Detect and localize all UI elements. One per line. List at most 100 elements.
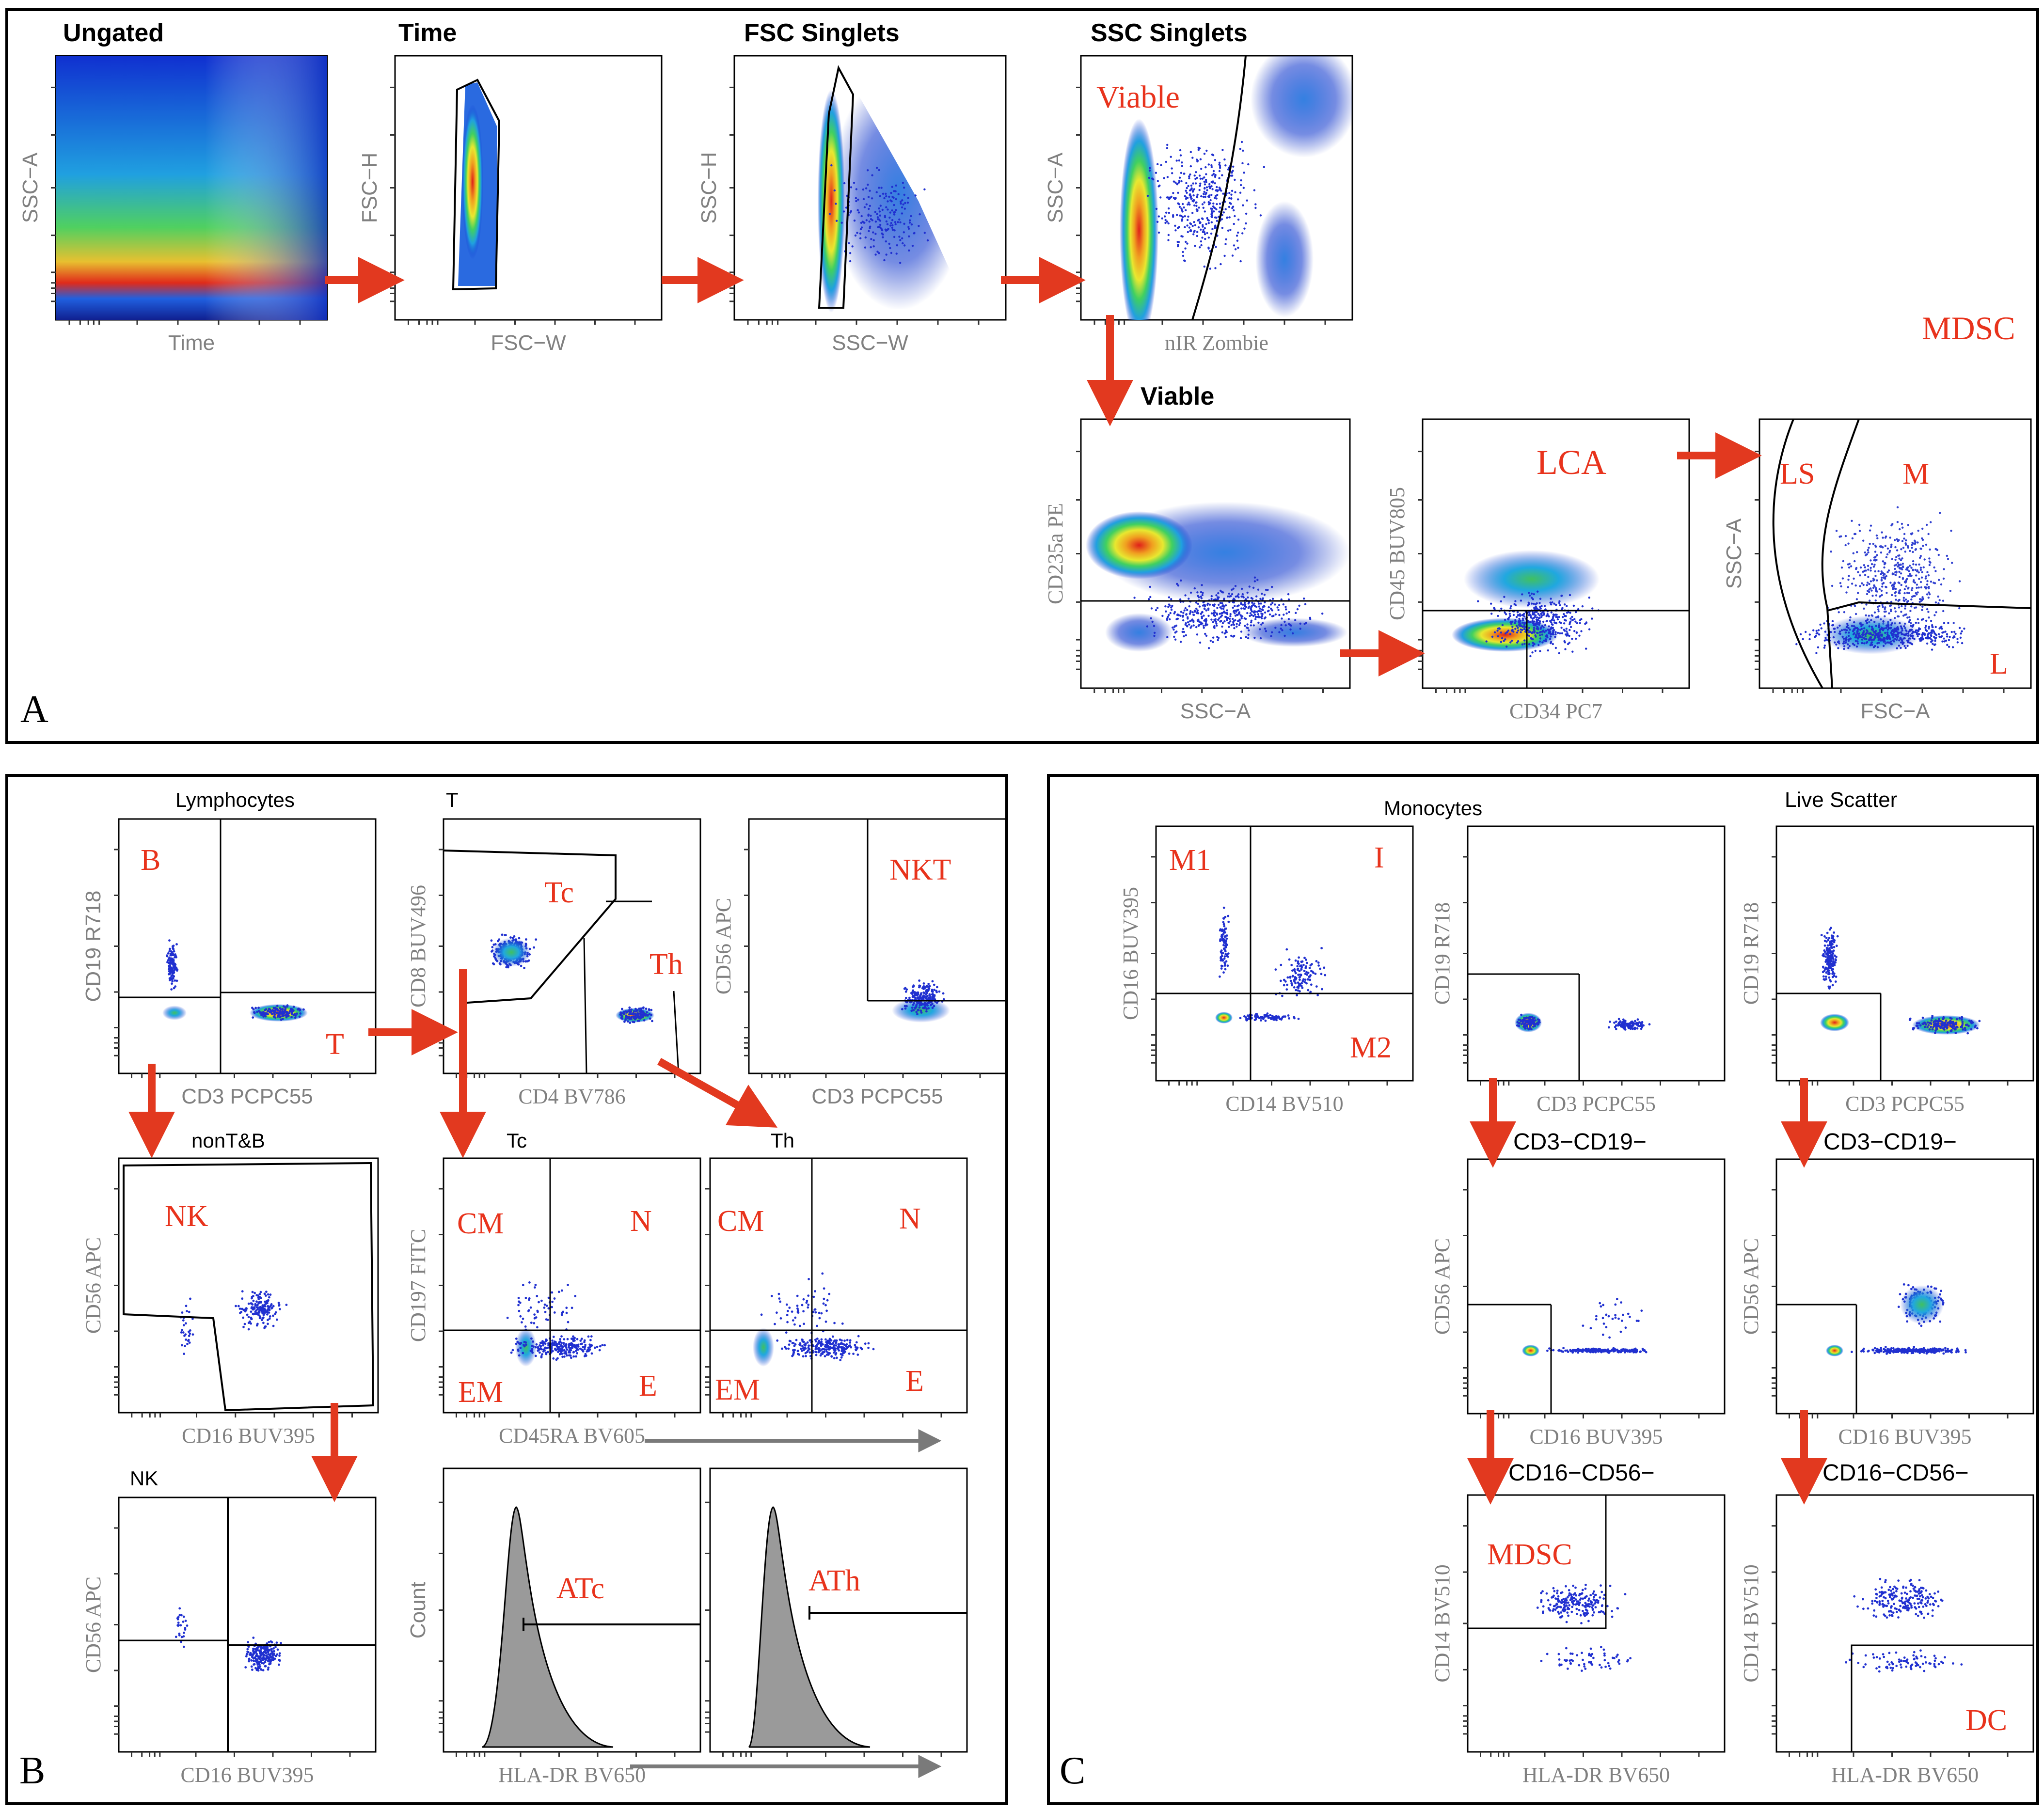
event-dot (1181, 210, 1184, 213)
event-dot (1185, 634, 1187, 637)
event-dot (1285, 608, 1287, 611)
event-dot (863, 221, 866, 224)
event-dot (1843, 629, 1845, 631)
event-dot (1894, 607, 1896, 610)
event-dot (1249, 612, 1252, 614)
event-dot (1252, 614, 1255, 617)
event-dot (638, 1010, 641, 1013)
event-dot (1247, 163, 1250, 166)
event-dot (1180, 215, 1183, 218)
event-dot (891, 219, 894, 221)
event-dot (560, 1313, 563, 1316)
event-dot (1533, 602, 1535, 605)
event-dot (1188, 175, 1190, 178)
plot-area (1772, 419, 2031, 688)
event-dot (1224, 968, 1227, 971)
event-dot (1533, 629, 1535, 631)
event-dot (267, 1666, 270, 1669)
event-dot (589, 1339, 592, 1341)
event-dot (649, 1017, 651, 1020)
event-dot (1915, 606, 1917, 609)
event-dot (1262, 609, 1264, 612)
event-dot (848, 1352, 851, 1355)
event-dot (1876, 642, 1879, 645)
event-dot (565, 1346, 568, 1349)
event-dot (260, 1014, 263, 1017)
event-dot (849, 252, 852, 254)
event-dot (854, 1346, 857, 1349)
event-dot (1532, 638, 1534, 641)
event-dot (839, 1339, 841, 1341)
event-dot (1264, 628, 1267, 630)
event-dot (1168, 207, 1170, 210)
event-dot (1217, 639, 1219, 642)
event-dot (1573, 618, 1576, 620)
event-dot (1182, 619, 1185, 622)
event-dot (1857, 592, 1859, 594)
event-dot (1178, 176, 1181, 179)
event-dot (1915, 621, 1917, 624)
event-dot (797, 1353, 799, 1355)
event-dot (1240, 179, 1242, 182)
event-dot (257, 1310, 260, 1313)
event-dot (630, 1008, 633, 1011)
event-dot (1195, 201, 1198, 204)
event-dot (1538, 602, 1541, 604)
event-dot (1219, 167, 1221, 169)
event-dot (543, 1303, 546, 1306)
x-axis-label: SSC−W (832, 331, 908, 355)
event-dot (182, 1635, 185, 1638)
event-dot (1258, 602, 1260, 605)
event-dot (265, 1294, 267, 1297)
event-dot (1558, 601, 1561, 604)
event-dot (1277, 609, 1280, 611)
event-dot (825, 1309, 828, 1312)
event-dot (1222, 971, 1225, 974)
event-dot (1896, 538, 1898, 541)
event-dot (1552, 617, 1554, 619)
event-dot (891, 209, 893, 212)
density-population (1464, 550, 1600, 608)
event-dot (1880, 589, 1883, 592)
event-dot (806, 1341, 809, 1344)
event-dot (1584, 623, 1586, 625)
event-dot (263, 1310, 266, 1313)
event-dot (1863, 564, 1865, 567)
event-dot (1931, 624, 1933, 627)
event-dot (808, 1344, 810, 1347)
event-dot (1948, 646, 1950, 648)
event-dot (1229, 229, 1232, 231)
event-dot (543, 1341, 545, 1344)
event-dot (1200, 168, 1203, 170)
event-dot (178, 1614, 181, 1617)
event-dot (1521, 621, 1524, 624)
event-dot (1834, 641, 1836, 644)
event-dot (1881, 604, 1884, 606)
event-dot (1201, 594, 1204, 597)
event-dot (551, 1291, 554, 1294)
event-dot (1550, 621, 1553, 624)
event-dot (1228, 192, 1231, 194)
event-dot (1886, 641, 1888, 644)
event-dot (1868, 591, 1870, 593)
event-dot (1179, 614, 1182, 617)
event-dot (544, 1346, 547, 1349)
event-dot (1909, 550, 1911, 552)
event-dot (1157, 180, 1159, 182)
event-dot (878, 169, 880, 172)
event-dot (580, 1338, 583, 1340)
event-dot (1190, 197, 1193, 200)
event-dot (1839, 582, 1842, 584)
event-dot (1903, 537, 1905, 540)
event-dot (1199, 182, 1202, 185)
density-population (1452, 618, 1558, 652)
event-dot (1225, 631, 1228, 633)
event-dot (1200, 244, 1203, 247)
event-dot (1871, 644, 1873, 646)
event-dot (1550, 642, 1552, 645)
plot-title: Ungated (63, 19, 164, 47)
event-dot (1928, 616, 1930, 619)
event-dot (1287, 593, 1290, 596)
event-dot (1860, 625, 1863, 628)
event-dot (1166, 617, 1169, 620)
